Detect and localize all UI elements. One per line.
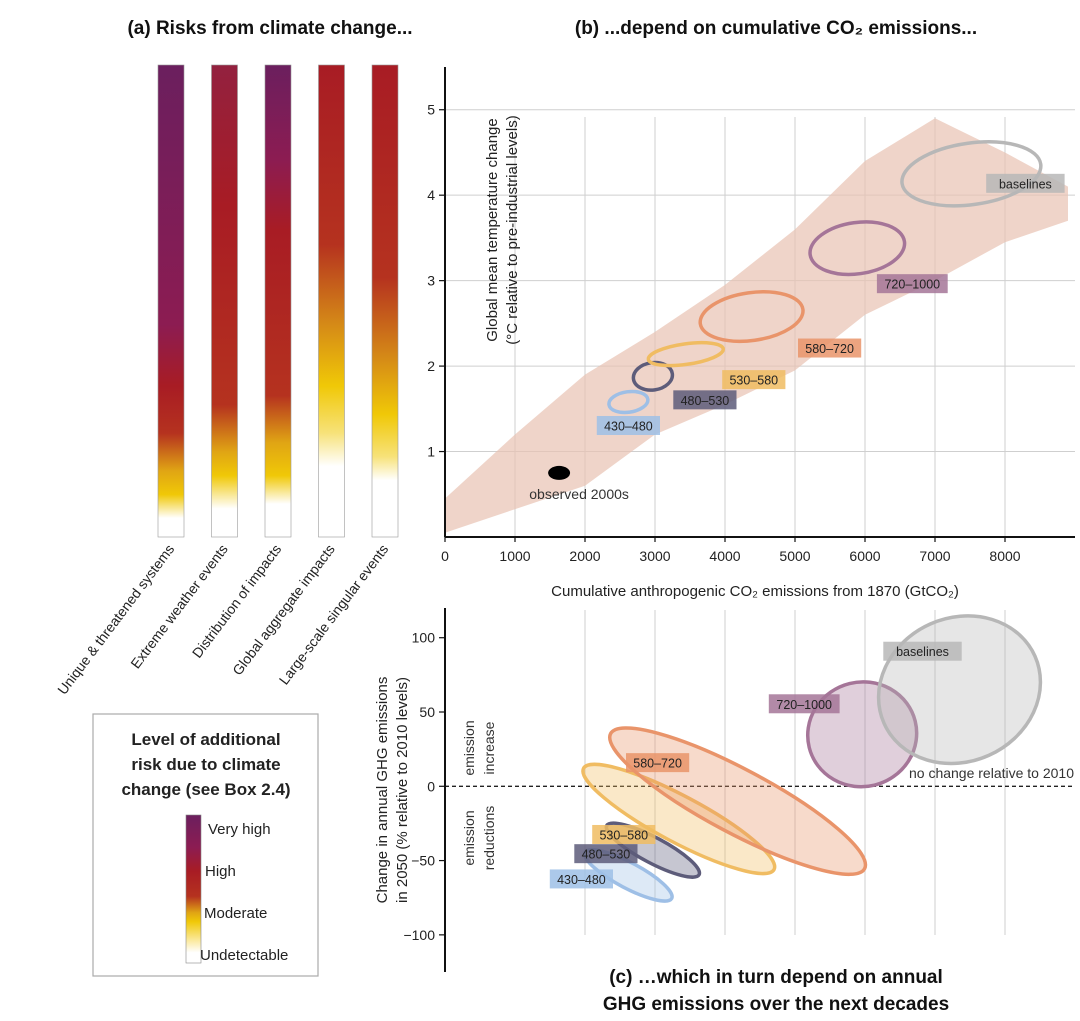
- panel-b-y-axis-label-line2: (°C relative to pre-industrial levels): [504, 115, 521, 344]
- panel-b-scenario-tag: 720–1000: [884, 278, 940, 292]
- legend-high: High: [205, 863, 236, 880]
- panel-b-scenario-tag-bg: [986, 173, 1065, 193]
- panel-b-scenario-ellipse: [607, 389, 650, 415]
- legend-very-high: Very high: [208, 821, 271, 838]
- risk-bar-label: Distribution of impacts: [189, 541, 285, 661]
- panel-b-chart: 430–480 480–530 530–580 580–720 720–1000 base…: [427, 67, 1075, 564]
- panel-c-y-axis-label-line2: in 2050 (% relative to 2010 levels): [394, 677, 411, 903]
- panel-c-scenario-tag-bg: [883, 641, 962, 661]
- panel-b-title: (b) ...depend on cumulative CO₂ emission…: [575, 18, 977, 39]
- panel-b-y-axis-label-line1: Global mean temperature change: [484, 118, 501, 341]
- panel-b-scenario-tag: 530–580: [729, 374, 778, 388]
- risk-bar: [371, 64, 399, 538]
- no-change-line-label: no change relative to 2010: [909, 765, 1074, 781]
- panel-b-y-tick-label: 5: [427, 102, 435, 118]
- emission-reductions-label-line2: reductions: [481, 806, 497, 871]
- panel-c-scenario-tag: 430–480: [557, 873, 606, 887]
- panel-c-y-tick-label: −100: [403, 927, 435, 943]
- risk-legend: Level of additional risk due to climate …: [92, 713, 319, 977]
- panel-b-scenario-ellipse: [808, 220, 907, 277]
- panel-b-y-tick-label: 2: [427, 358, 435, 374]
- emission-increase-label-line2: increase: [481, 721, 497, 774]
- risk-bar: [318, 64, 345, 538]
- panel-b-scenario-ellipse: [646, 340, 726, 368]
- panel-c-scenario-tag: 480–530: [582, 848, 631, 862]
- panel-b-scenario-ellipse: [698, 290, 805, 344]
- panel-b-y-tick-label: 1: [427, 444, 435, 460]
- risk-bar-label: Global aggregate impacts: [229, 541, 338, 678]
- legend-undetectable: Undetectable: [200, 947, 288, 964]
- legend-title-line3: change (see Box 2.4): [121, 780, 290, 799]
- panel-b-x-tick-label: 2000: [569, 548, 600, 564]
- emission-reductions-label-line1: emission: [461, 810, 477, 865]
- legend-title-line1: Level of additional: [131, 730, 280, 749]
- panel-c-title-line1: (c) …which in turn depend on annual: [609, 967, 943, 988]
- panel-b-scenario-tag-bg: [673, 390, 737, 410]
- panel-c-scenario-tag: 530–580: [599, 828, 648, 842]
- panel-a-title: (a) Risks from climate change...: [127, 18, 412, 39]
- panel-b-x-tick-label: 5000: [779, 548, 810, 564]
- observed-2000s-label: observed 2000s: [529, 486, 629, 502]
- panel-b-scenario-tag-bg: [798, 338, 862, 358]
- observed-2000s-marker: [548, 465, 571, 480]
- panel-b-scenario-tag-bg: [722, 370, 786, 390]
- panel-b-y-tick-label: 3: [427, 273, 435, 289]
- temperature-range-band: [445, 118, 1068, 533]
- panel-c-y-tick-label: −50: [411, 853, 435, 869]
- panel-b-x-tick-label: 3000: [639, 548, 670, 564]
- legend-color-scale: [185, 814, 202, 964]
- panel-c-y-tick-label: 50: [419, 704, 435, 720]
- panel-b-x-tick-label: 8000: [989, 548, 1020, 564]
- panel-b-x-tick-label: 6000: [849, 548, 880, 564]
- legend-box: [92, 713, 319, 977]
- risk-bar: [211, 64, 238, 538]
- panel-b-scenario-tag: 580–720: [805, 342, 854, 356]
- panel-c-scenario-ellipse: [581, 762, 777, 876]
- panel-c-chart: 430–480 480–530 530–580 580–720 720–1000 base…: [403, 608, 1075, 972]
- panel-c-scenario-tag: 720–1000: [776, 698, 832, 712]
- panel-c-scenario-tag-bg: [574, 844, 638, 864]
- panel-c-scenario-tag: baselines: [896, 645, 949, 659]
- panel-b-x-tick-label: 4000: [709, 548, 740, 564]
- panel-c-y-axis-label-line1: Change in annual GHG emissions: [374, 677, 391, 904]
- legend-moderate: Moderate: [204, 905, 267, 922]
- panel-c-scenario-tag-bg: [592, 824, 656, 844]
- legend-title-line2: risk due to climate: [131, 755, 280, 774]
- panel-c-scenario-tag-bg: [768, 694, 840, 714]
- panel-c-title-line2: GHG emissions over the next decades: [603, 994, 949, 1015]
- panel-b-scenario-tag-bg: [876, 274, 948, 294]
- panel-c-scenario-tag: 580–720: [633, 757, 682, 771]
- panel-b-y-tick-label: 4: [427, 187, 435, 203]
- panel-b-x-tick-label: 7000: [919, 548, 950, 564]
- panel-b-x-tick-label: 0: [441, 548, 449, 564]
- emission-increase-label-line1: emission: [461, 720, 477, 775]
- panel-c-scenario-tag-bg: [549, 869, 613, 889]
- risk-bar: [264, 64, 292, 538]
- panel-b-scenario-tag: baselines: [999, 177, 1052, 191]
- panel-b-x-axis-label: Cumulative anthropogenic CO₂ emissions f…: [551, 583, 959, 600]
- risk-bar: [157, 64, 185, 538]
- panel-b-scenario-tag: 480–530: [681, 394, 730, 408]
- panel-b-scenario-tag-bg: [596, 415, 660, 435]
- risk-bar-label: Extreme weather events: [127, 541, 231, 671]
- panel-c-y-tick-label: 0: [427, 778, 435, 794]
- panel-c-scenario-tag-bg: [626, 753, 690, 773]
- panel-b-x-tick-label: 1000: [499, 548, 530, 564]
- panel-b-scenario-tag: 430–480: [604, 419, 653, 433]
- risk-bar-label: Large-scale singular events: [276, 541, 392, 687]
- panel-c-y-tick-label: 100: [412, 630, 436, 646]
- panel-b-scenario-ellipse: [900, 140, 1043, 208]
